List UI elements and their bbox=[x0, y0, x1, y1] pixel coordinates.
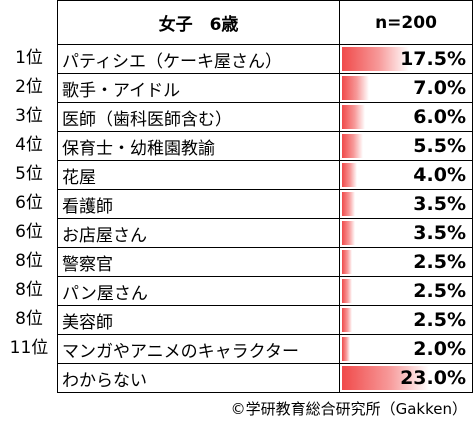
rank-label: 11位 bbox=[9, 338, 49, 358]
table-row: パティシエ（ケーキ屋さん） 17.5% bbox=[57, 44, 473, 74]
percentage-cell: 2.0% bbox=[339, 334, 473, 364]
occupation-name: パン屋さん bbox=[57, 276, 340, 306]
percentage-cell: 4.0% bbox=[339, 160, 473, 190]
rank-label: 8位 bbox=[15, 280, 43, 300]
percentage-cell: 2.5% bbox=[339, 276, 473, 306]
header-category: 女子 6歳 bbox=[57, 0, 340, 45]
percentage-cell: 23.0% bbox=[339, 363, 473, 393]
table-row: わからない 23.0% bbox=[57, 363, 473, 393]
percentage-bar bbox=[342, 105, 365, 129]
percentage-bar bbox=[342, 192, 355, 216]
percentage-bar bbox=[342, 134, 363, 158]
rank-column: 1位 2位 3位 4位 5位 6位 6位 8位 8位 8位 11位 bbox=[0, 44, 58, 392]
table-row: お店屋さん 3.5% bbox=[57, 218, 473, 248]
percentage-cell: 7.0% bbox=[339, 73, 473, 103]
occupation-name: 看護師 bbox=[57, 189, 340, 219]
percentage-label: 3.5% bbox=[413, 222, 466, 244]
percentage-bar bbox=[342, 76, 369, 100]
rank-label bbox=[0, 363, 58, 392]
table-row: 歌手・アイドル 7.0% bbox=[57, 73, 473, 103]
percentage-label: 3.5% bbox=[413, 193, 466, 215]
occupation-name: お店屋さん bbox=[57, 218, 340, 248]
percentage-cell: 2.5% bbox=[339, 305, 473, 335]
rank-label: 1位 bbox=[15, 48, 43, 68]
occupation-name: わからない bbox=[57, 363, 340, 393]
rank-label: 5位 bbox=[15, 164, 43, 184]
occupation-name: マンガやアニメのキャラクター bbox=[57, 334, 340, 364]
percentage-cell: 5.5% bbox=[339, 131, 473, 161]
percentage-cell: 17.5% bbox=[339, 44, 473, 74]
percentage-label: 4.0% bbox=[413, 164, 466, 186]
percentage-label: 2.5% bbox=[413, 251, 466, 273]
percentage-label: 2.5% bbox=[413, 309, 466, 331]
rank-label: 3位 bbox=[15, 106, 43, 126]
table-row: パン屋さん 2.5% bbox=[57, 276, 473, 306]
percentage-bar bbox=[342, 279, 352, 303]
table-row: マンガやアニメのキャラクター 2.0% bbox=[57, 334, 473, 364]
percentage-cell: 3.5% bbox=[339, 218, 473, 248]
percentage-bar bbox=[342, 308, 352, 332]
occupation-name: パティシエ（ケーキ屋さん） bbox=[57, 44, 340, 74]
rank-label: 2位 bbox=[15, 77, 43, 97]
occupation-name: 医師（歯科医師含む） bbox=[57, 102, 340, 132]
rank-label: 8位 bbox=[15, 251, 43, 271]
table-row: 美容師 2.5% bbox=[57, 305, 473, 335]
rank-label: 4位 bbox=[15, 135, 43, 155]
percentage-bar bbox=[342, 221, 355, 245]
percentage-bar bbox=[342, 337, 350, 361]
percentage-cell: 3.5% bbox=[339, 189, 473, 219]
ranking-table: 女子 6歳 n=200 パティシエ（ケーキ屋さん） 17.5% 歌手・アイドル 7.0… bbox=[57, 0, 473, 393]
percentage-bar bbox=[342, 250, 352, 274]
percentage-cell: 2.5% bbox=[339, 247, 473, 277]
percentage-label: 17.5% bbox=[400, 48, 466, 70]
occupation-name: 歌手・アイドル bbox=[57, 73, 340, 103]
source-credit: ©学研教育総合研究所（Gakken） bbox=[230, 400, 467, 418]
percentage-label: 5.5% bbox=[413, 135, 466, 157]
rank-label: 6位 bbox=[15, 193, 43, 213]
header-sample-size: n=200 bbox=[339, 0, 473, 45]
rank-label: 6位 bbox=[15, 222, 43, 242]
percentage-label: 2.5% bbox=[413, 280, 466, 302]
table-row: 医師（歯科医師含む） 6.0% bbox=[57, 102, 473, 132]
occupation-name: 花屋 bbox=[57, 160, 340, 190]
percentage-bar bbox=[342, 366, 429, 390]
occupation-name: 美容師 bbox=[57, 305, 340, 335]
percentage-label: 7.0% bbox=[413, 77, 466, 99]
table-row: 看護師 3.5% bbox=[57, 189, 473, 219]
occupation-name: 保育士・幼稚園教諭 bbox=[57, 131, 340, 161]
occupation-name: 警察官 bbox=[57, 247, 340, 277]
percentage-bar bbox=[342, 47, 409, 71]
rank-label: 8位 bbox=[15, 309, 43, 329]
table-header-row: 女子 6歳 n=200 bbox=[57, 0, 473, 45]
percentage-label: 23.0% bbox=[400, 367, 466, 389]
table-row: 警察官 2.5% bbox=[57, 247, 473, 277]
percentage-label: 6.0% bbox=[413, 106, 466, 128]
percentage-label: 2.0% bbox=[413, 338, 466, 360]
table-row: 花屋 4.0% bbox=[57, 160, 473, 190]
table-row: 保育士・幼稚園教諭 5.5% bbox=[57, 131, 473, 161]
percentage-cell: 6.0% bbox=[339, 102, 473, 132]
percentage-bar bbox=[342, 163, 357, 187]
